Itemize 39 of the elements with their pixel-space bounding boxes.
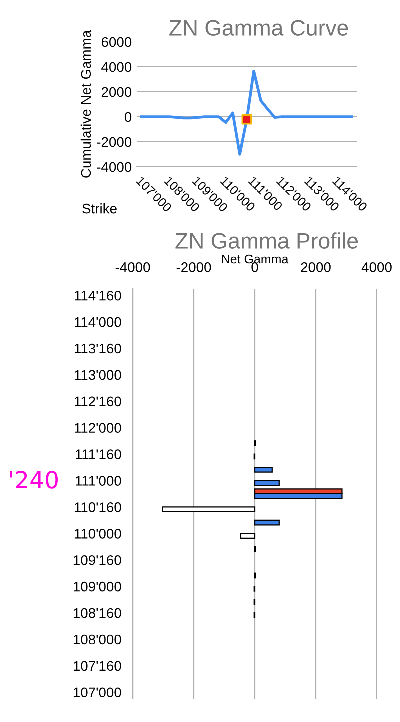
y-tick-label: 107'160 bbox=[74, 661, 122, 672]
x-tick-label: -2000 bbox=[176, 262, 212, 272]
y-tick-label: 107'000 bbox=[74, 688, 122, 698]
y-axis-title: Cumulative Net Gamma bbox=[80, 30, 92, 178]
bar bbox=[240, 533, 256, 539]
y-tick-label: 114'000 bbox=[74, 317, 122, 328]
text: '240 bbox=[10, 470, 58, 489]
y-tick-label: 111'000 bbox=[76, 476, 122, 486]
bar bbox=[254, 520, 280, 526]
x-tick-label: 0 bbox=[252, 262, 258, 272]
y-tick-label: 111'160 bbox=[76, 450, 122, 460]
x-axis-title: Strike bbox=[82, 204, 117, 214]
y-tick-label: 113'160 bbox=[74, 344, 122, 354]
y-tick-label: 6000 bbox=[102, 37, 132, 48]
x-axis-title: Net Gamma bbox=[222, 254, 289, 264]
y-tick-label: 109'160 bbox=[74, 555, 122, 566]
y-tick-label: 108'000 bbox=[74, 634, 122, 645]
y-tick-label: 112'160 bbox=[74, 396, 122, 407]
y-tick-label: 112'000 bbox=[74, 423, 122, 434]
x-tick-label: -4000 bbox=[116, 262, 150, 272]
y-tick-label: -4000 bbox=[97, 162, 132, 172]
y-tick-label: 0 bbox=[124, 112, 132, 122]
y-tick-label: 114'160 bbox=[74, 290, 122, 301]
bar bbox=[254, 466, 273, 473]
chart-title: ZN Gamma Profile bbox=[176, 232, 358, 249]
y-tick-label: 110'000 bbox=[74, 529, 122, 539]
y-tick-label: 110'160 bbox=[74, 502, 122, 512]
y-tick-label: 2000 bbox=[102, 87, 132, 98]
y-tick-label: 113'000 bbox=[74, 370, 122, 380]
line-series bbox=[140, 70, 354, 156]
y-tick-label: -2000 bbox=[97, 137, 132, 148]
y-tick-label: 4000 bbox=[102, 62, 132, 72]
x-tick-label: 4000 bbox=[362, 262, 392, 272]
bar bbox=[162, 506, 256, 513]
y-tick-label: 108'160 bbox=[74, 608, 122, 618]
chart-title: ZN Gamma Curve bbox=[170, 20, 348, 36]
bar bbox=[254, 480, 280, 486]
x-tick-label: 2000 bbox=[301, 262, 331, 272]
y-tick-label: 109'000 bbox=[74, 582, 122, 592]
